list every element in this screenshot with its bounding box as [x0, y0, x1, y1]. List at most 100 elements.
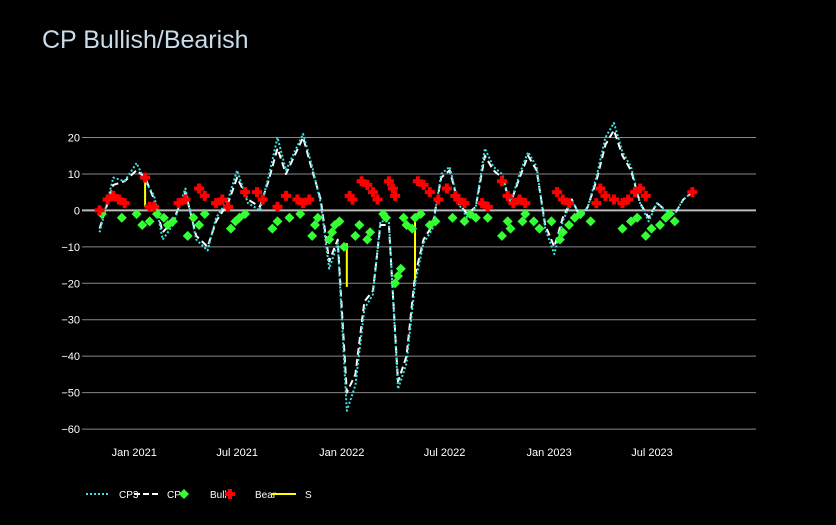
bear-point [453, 194, 464, 205]
y-tick-label: −60 [61, 424, 80, 436]
bear-point [635, 183, 646, 194]
legend[interactable]: CP3 CP4 Bull Bear S [86, 489, 312, 501]
bull-point [131, 209, 142, 220]
bear-point [629, 187, 640, 198]
bull-point [395, 263, 406, 274]
bear-point [298, 198, 309, 209]
bear-point [173, 198, 184, 209]
bear-point [383, 176, 394, 187]
bear-point [292, 194, 303, 205]
bull-point [557, 227, 568, 238]
gridlines [82, 137, 756, 430]
bull-point [459, 216, 470, 227]
bear-point [372, 194, 383, 205]
bull-point [447, 212, 458, 223]
bull-point [240, 209, 251, 220]
bear-point [640, 190, 651, 201]
bull-point [528, 216, 539, 227]
cp3-line [98, 121, 694, 412]
bull-point [324, 234, 335, 245]
bull-point [534, 223, 545, 234]
legend-label-cp3: CP3 [119, 490, 139, 501]
bull-point [334, 216, 345, 227]
bear-point [180, 194, 191, 205]
bull-point [167, 216, 178, 227]
bull-point [158, 212, 169, 223]
x-tick-label: Jan 2021 [112, 447, 157, 459]
bear-point [441, 183, 452, 194]
bear-point [344, 190, 355, 201]
bear-point [617, 198, 628, 209]
bear-point [623, 194, 634, 205]
bull-point [517, 216, 528, 227]
bear-point [433, 194, 444, 205]
bull-point [415, 209, 426, 220]
y-tick-label: −20 [61, 278, 80, 290]
y-tick-label: 0 [74, 205, 80, 217]
bull-point [632, 212, 643, 223]
bear-point [102, 194, 113, 205]
legend-label-bear: Bear [255, 490, 277, 501]
bull-point [654, 219, 665, 230]
bear-point [595, 183, 606, 194]
y-tick-label: −40 [61, 351, 80, 363]
bear-point [367, 187, 378, 198]
bear-point [482, 201, 493, 212]
bear-point [424, 187, 435, 198]
bull-point [312, 212, 323, 223]
bear-point [557, 194, 568, 205]
bear-point [450, 190, 461, 201]
bull-point [381, 212, 392, 223]
bear-point [520, 198, 531, 209]
bear-point [140, 172, 151, 183]
bear-point [108, 190, 119, 201]
bear-point [477, 198, 488, 209]
bull-point [307, 230, 318, 241]
plot-area [94, 121, 698, 412]
bull-point [354, 219, 365, 230]
bull-point [338, 241, 349, 252]
bull-point [194, 219, 205, 230]
bull-point [272, 216, 283, 227]
bull-point [664, 209, 675, 220]
chart-title: CP Bullish/Bearish [42, 26, 249, 54]
bull-point [505, 223, 516, 234]
bear-point [552, 187, 563, 198]
bull-point [520, 209, 531, 220]
bear-point [119, 198, 130, 209]
bull-point [284, 212, 295, 223]
x-axis-ticks: Jan 2021 Jul 2021 Jan 2022 Jul 2022 Jan 2023… [112, 447, 673, 459]
bear-point [356, 176, 367, 187]
y-axis-ticks: 20 10 0 −10 −20 −30 −40 −50 −60 [61, 133, 80, 437]
x-tick-label: Jul 2022 [424, 447, 466, 459]
bull-point [646, 223, 657, 234]
bear-point [362, 179, 373, 190]
y-tick-label: 10 [68, 169, 80, 181]
bull-point [430, 216, 441, 227]
legend-label-cp4: CP4 [167, 490, 187, 501]
bear-point [223, 201, 234, 212]
x-tick-label: Jan 2023 [527, 447, 572, 459]
bear-point [508, 198, 519, 209]
bull-point [144, 216, 155, 227]
legend-swatch-bear [225, 489, 235, 499]
bear-point [496, 176, 507, 187]
x-tick-label: Jul 2021 [216, 447, 258, 459]
bear-point [94, 205, 105, 216]
bear-point [347, 194, 358, 205]
bull-point [327, 227, 338, 238]
bull-point [564, 219, 575, 230]
bear-point [514, 194, 525, 205]
bear-point [217, 194, 228, 205]
bull-point [640, 230, 651, 241]
cp4-line [98, 129, 694, 394]
bull-point [310, 219, 321, 230]
bull-point [669, 216, 680, 227]
bear-point [418, 179, 429, 190]
bear-point [113, 194, 124, 205]
bull-point [350, 230, 361, 241]
bull-point [182, 230, 193, 241]
bull-point [482, 212, 493, 223]
bull-point [267, 223, 278, 234]
bear-point [272, 201, 283, 212]
